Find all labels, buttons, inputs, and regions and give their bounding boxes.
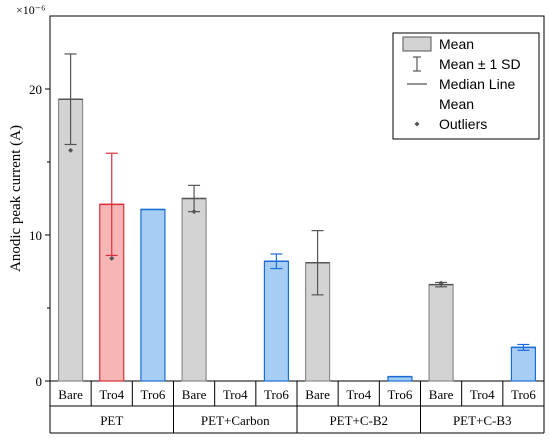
category-label: Tro6 <box>264 387 289 402</box>
category-label: Tro4 <box>99 387 124 402</box>
plot-area <box>49 15 545 382</box>
legend-entry-label: Median Line <box>439 76 515 92</box>
category-label: Bare <box>305 387 330 402</box>
group-label: PET+C-B3 <box>453 413 512 428</box>
category-label: Tro4 <box>346 387 371 402</box>
bar-tro6 <box>140 208 166 382</box>
category-label: Bare <box>182 387 207 402</box>
category-label: Tro6 <box>511 387 536 402</box>
bar-tro6 <box>263 260 290 382</box>
y-tick-label: 10 <box>29 228 42 243</box>
y-tick-label: 20 <box>29 82 42 97</box>
outlier-point <box>109 255 115 261</box>
bar-tro6 <box>510 346 537 382</box>
bar-bare <box>181 197 207 382</box>
legend-box-symbol <box>402 36 432 52</box>
legend-entry-label: Mean ± 1 SD <box>439 56 521 72</box>
category-label: Bare <box>58 387 83 402</box>
group-label: PET <box>100 413 123 428</box>
category-label: Tro6 <box>141 387 166 402</box>
legend-dot-symbol <box>414 121 420 127</box>
y-tick-label: 0 <box>36 374 43 389</box>
category-label: Bare <box>429 387 454 402</box>
category-label: Tro4 <box>223 387 248 402</box>
category-label: Tro6 <box>388 387 413 402</box>
legend-entry-label: Mean <box>439 36 474 52</box>
outlier-point <box>191 209 197 215</box>
category-label: Tro4 <box>470 387 495 402</box>
group-label: PET+Carbon <box>201 413 270 428</box>
legend-entry-label: Outliers <box>439 116 487 132</box>
group-label: PET+C-B2 <box>329 413 388 428</box>
y-axis-label: Anodic peak current (A) <box>8 125 24 272</box>
y-scale-label: ×10⁻⁶ <box>16 3 45 17</box>
y-axis: 0 10 20 ×10⁻⁶ Anodic peak current (A) <box>8 3 50 389</box>
legend: Mean Mean ± 1 SD Median Line Mean Outliers <box>392 32 540 140</box>
category-table: Bare Tro4 Tro6 Bare Tro4 Tro6 Bare Tro4 Tro6 Bare… <box>49 381 545 434</box>
legend-entry-label: Mean <box>439 96 474 112</box>
outlier-point <box>438 280 444 286</box>
outlier-point <box>68 147 74 153</box>
bar-bare <box>428 284 454 382</box>
